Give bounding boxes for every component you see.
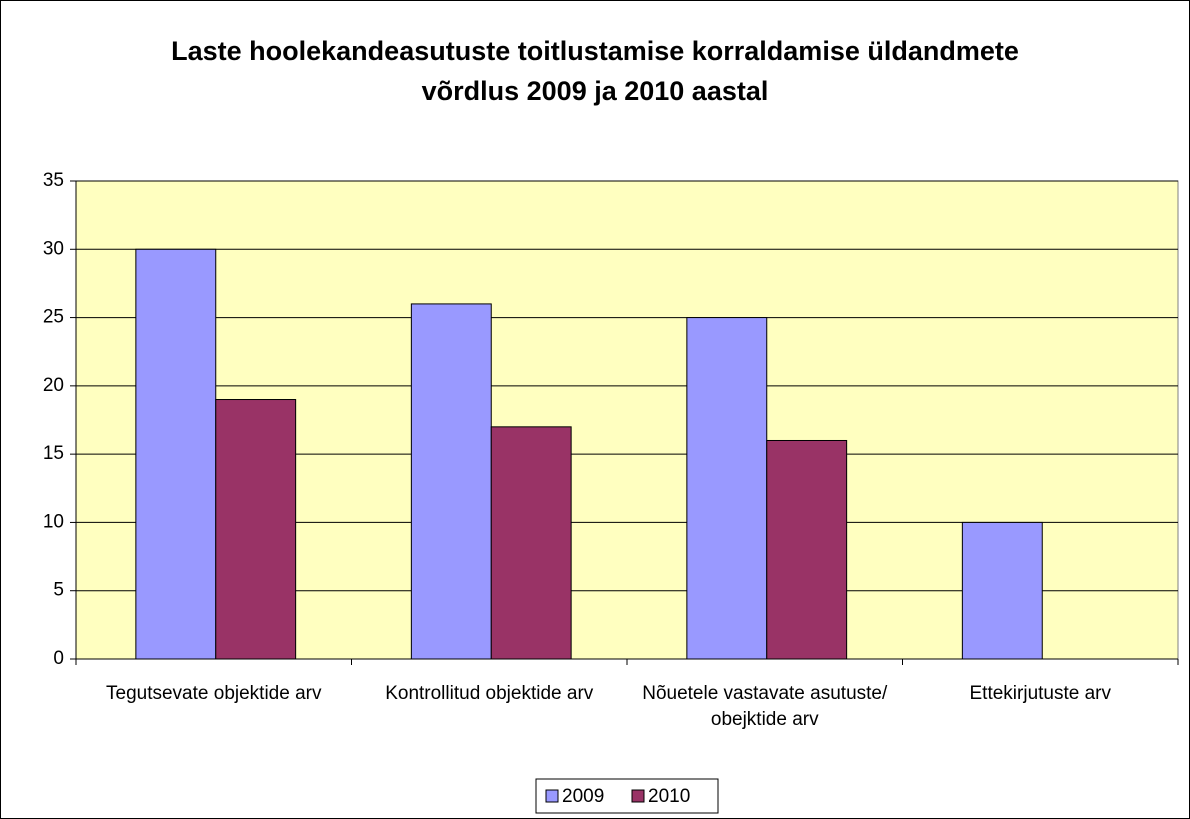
chart-title: Laste hoolekandeasutuste toitlustamise k… [171, 36, 1019, 106]
bar [490, 426, 572, 660]
y-tick-label: 30 [43, 238, 64, 259]
y-tick-label: 0 [53, 648, 64, 669]
bar [686, 317, 768, 660]
y-tick-label: 20 [43, 375, 64, 396]
y-tick-label: 25 [43, 307, 64, 328]
bar [410, 303, 492, 660]
x-tick-label: Ettekirjutuste arv [969, 683, 1112, 704]
legend-box [535, 778, 719, 814]
bar [766, 439, 848, 660]
bar [135, 248, 217, 660]
bar [961, 521, 1043, 660]
y-tick-label: 10 [43, 511, 64, 532]
y-tick-label: 15 [43, 443, 64, 464]
x-tick-label: Nõuetele vastavate asutuste/ obejktide a… [642, 683, 888, 730]
y-tick-label: 5 [53, 580, 64, 601]
x-tick-label: Kontrollitud objektide arv [385, 683, 594, 704]
legend-swatch [631, 789, 645, 803]
legend-label: 2009 [562, 786, 604, 807]
bar [215, 399, 297, 660]
legend-label: 2010 [648, 786, 690, 807]
y-tick-label: 35 [43, 170, 64, 191]
x-tick-label: Tegutsevate objektide arv [106, 683, 322, 704]
legend-swatch [545, 789, 559, 803]
